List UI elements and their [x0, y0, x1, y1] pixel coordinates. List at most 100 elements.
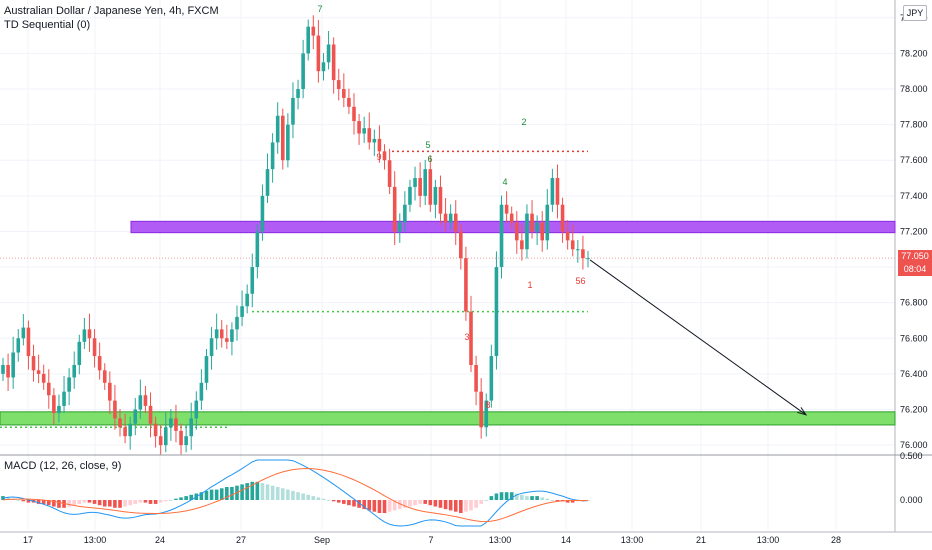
candle-body — [26, 327, 31, 357]
candle-body — [255, 231, 260, 268]
candle-body — [448, 213, 453, 223]
candle-body — [123, 427, 127, 437]
candle-body — [31, 356, 36, 371]
macd-histogram-bar — [474, 500, 478, 508]
macd-histogram-bar — [382, 500, 387, 513]
macd-histogram-bar — [504, 492, 509, 500]
candle-body — [87, 329, 92, 339]
candle-body — [372, 138, 377, 143]
macd-histogram-bar — [489, 496, 494, 500]
macd-histogram-bar — [123, 500, 127, 507]
candle-body — [576, 249, 580, 251]
symbol-title[interactable]: Australian Dollar / Japanese Yen, 4h, FX… — [4, 5, 219, 17]
candle-body — [46, 382, 51, 396]
macd-histogram-bar — [46, 500, 51, 506]
candle-body — [6, 364, 10, 378]
td-count-label: 2 — [521, 117, 526, 127]
candle-body — [484, 400, 489, 428]
x-tick-label: 13:00 — [489, 535, 512, 545]
candle-body — [36, 370, 41, 374]
macd-histogram-bar — [118, 500, 122, 508]
candle-body — [92, 338, 97, 357]
macd-histogram-bar — [540, 497, 545, 500]
macd-histogram-bar — [296, 492, 300, 500]
candle-body — [11, 352, 15, 378]
candle-body — [514, 222, 519, 241]
candle-body — [286, 124, 290, 161]
macd-histogram-bar — [158, 500, 163, 503]
candle-body — [148, 405, 153, 424]
candle-body — [464, 258, 468, 312]
candle-body — [158, 436, 163, 446]
candle-body — [403, 204, 407, 223]
candle-body — [428, 169, 433, 205]
candle-body — [474, 364, 478, 392]
candle-body — [179, 430, 183, 446]
candle-body — [387, 160, 392, 187]
td-count-label: 5 — [425, 140, 430, 150]
macd-histogram-bar — [336, 500, 341, 503]
macd-histogram-bar — [36, 500, 41, 504]
candle-body — [194, 400, 199, 419]
macd-title[interactable]: MACD (12, 26, close, 9) — [4, 460, 122, 472]
macd-histogram-bar — [286, 489, 290, 500]
macd-histogram-bar — [357, 500, 361, 508]
chart-legend: Australian Dollar / Japanese Yen, 4h, FX… — [4, 4, 219, 32]
candle-body — [108, 382, 112, 401]
macd-histogram-bar — [255, 481, 260, 500]
macd-histogram-bar — [464, 500, 468, 512]
candle-body — [357, 121, 361, 134]
macd-histogram-bar — [169, 500, 173, 501]
macd-top-tick: 0.500 — [900, 451, 923, 461]
macd-histogram-bar — [184, 496, 188, 500]
candle-body — [367, 128, 372, 143]
macd-histogram-bar — [174, 498, 178, 500]
candle-body — [530, 213, 534, 232]
candle-body — [347, 97, 351, 107]
candle-body — [250, 267, 255, 294]
x-tick-label: 24 — [155, 535, 165, 545]
candle-body — [545, 204, 550, 241]
candle-body — [77, 341, 82, 365]
macd-histogram-bar — [316, 497, 321, 500]
macd-histogram-bar — [321, 498, 326, 500]
macd-histogram-bar — [438, 500, 443, 508]
candle-body — [336, 80, 341, 90]
candle-body — [138, 395, 143, 410]
y-tick-label: 76.800 — [900, 298, 928, 308]
last-price-tag: 77.050 — [898, 250, 932, 263]
candle-body — [163, 427, 168, 446]
td-count-label: 7 — [317, 4, 322, 14]
candle-body — [118, 418, 122, 428]
candle-body — [128, 423, 132, 437]
td-count-label: 5 — [575, 276, 580, 286]
x-tick-label: 28 — [831, 535, 841, 545]
y-tick-label: 76.400 — [900, 369, 928, 379]
macd-histogram-bar — [72, 500, 77, 506]
candle-body — [133, 409, 138, 424]
currency-badge[interactable]: JPY — [903, 5, 927, 21]
y-tick-label: 78.000 — [900, 84, 928, 94]
macd-histogram-bar — [21, 500, 26, 502]
td-count-label: 9 — [376, 152, 381, 162]
macd-histogram-bar — [148, 500, 153, 504]
candle-body — [397, 222, 402, 232]
forecast-arrow — [589, 259, 807, 416]
x-tick-label: 21 — [696, 535, 706, 545]
candle-body — [311, 26, 316, 36]
macd-histogram-bar — [291, 490, 295, 500]
macd-histogram-bar — [555, 500, 560, 502]
candle-body — [275, 115, 280, 143]
candle-body — [321, 62, 326, 72]
macd-histogram-bar — [372, 500, 377, 512]
macd-histogram-bar — [428, 500, 433, 506]
candle-body — [535, 222, 539, 232]
macd-histogram-bar — [128, 500, 132, 506]
macd-histogram-bar — [225, 487, 229, 500]
indicator-title[interactable]: TD Sequential (0) — [4, 19, 91, 31]
candle-body — [270, 142, 275, 170]
macd-histogram-bar — [408, 500, 412, 507]
candle-body — [143, 395, 148, 406]
macd-histogram-bar — [214, 489, 219, 500]
